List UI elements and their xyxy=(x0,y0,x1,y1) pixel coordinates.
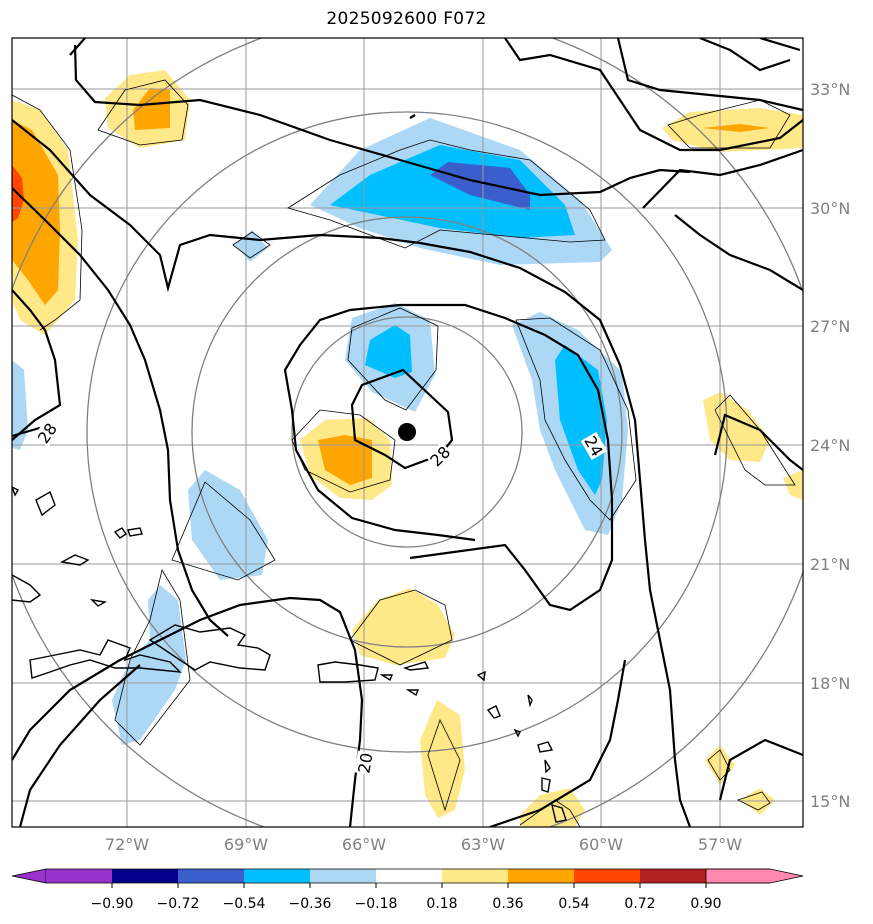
colorbar-tick-label: 0.54 xyxy=(558,896,589,912)
lat-label: 21°N xyxy=(810,555,850,574)
map-frame xyxy=(11,37,804,828)
coastlines xyxy=(12,486,567,823)
lon-label: 63°W xyxy=(461,835,505,854)
range-rings xyxy=(12,38,803,827)
colorbar-swatch xyxy=(46,869,112,883)
lat-label: 18°N xyxy=(810,674,850,693)
lat-lon-grid xyxy=(12,38,803,827)
colorbar-swatch xyxy=(508,869,574,883)
colorbar-swatch xyxy=(310,869,376,883)
colorbar-swatch xyxy=(442,869,508,883)
colorbar-tick-label: 0.72 xyxy=(624,896,655,912)
lon-label: 66°W xyxy=(342,835,386,854)
colorbar-swatch xyxy=(244,869,310,883)
plot-title: 2025092600 F072 xyxy=(326,9,487,29)
colorbar: −0.90 −0.72 −0.54 −0.36 −0.18 0.18 0.36 … xyxy=(11,868,804,912)
colorbar-tick-label: −0.54 xyxy=(223,896,266,912)
colorbar-swatch xyxy=(574,869,640,883)
lat-label: 15°N xyxy=(810,792,850,811)
lat-label: 24°N xyxy=(810,436,850,455)
colorbar-tick-label: 0.90 xyxy=(690,896,721,912)
colorbar-extend-low xyxy=(11,868,47,884)
colorbar-extend-high xyxy=(705,868,804,884)
colorbar-swatch xyxy=(112,869,178,883)
colorbar-tick-label: −0.72 xyxy=(157,896,200,912)
colorbar-swatch xyxy=(640,869,706,883)
storm-center-dot xyxy=(398,423,416,441)
colorbar-tick-label: −0.18 xyxy=(355,896,398,912)
lon-labels: 72°W 69°W 66°W 63°W 60°W 57°W xyxy=(105,835,742,854)
colorbar-swatch xyxy=(178,869,244,883)
thin-contours xyxy=(12,79,796,827)
map-panel: 28 28 24 20 xyxy=(12,38,803,827)
lat-labels: 33°N 30°N 27°N 24°N 21°N 18°N 15°N xyxy=(810,80,850,811)
contour-label-20: 20 xyxy=(354,751,376,774)
colorbar-swatch xyxy=(376,869,442,883)
lat-label: 30°N xyxy=(810,199,850,218)
lon-label: 69°W xyxy=(224,835,268,854)
colorbar-tick-label: −0.36 xyxy=(289,896,332,912)
thick-contours xyxy=(12,38,803,827)
colorbar-tick-label: 0.18 xyxy=(426,896,457,912)
colorbar-tick-label: −0.90 xyxy=(91,896,134,912)
lat-label: 33°N xyxy=(810,80,850,99)
lon-label: 57°W xyxy=(698,835,742,854)
lon-label: 72°W xyxy=(105,835,149,854)
lon-label: 60°W xyxy=(579,835,623,854)
lat-label: 27°N xyxy=(810,317,850,336)
colorbar-tick-label: 0.36 xyxy=(492,896,523,912)
